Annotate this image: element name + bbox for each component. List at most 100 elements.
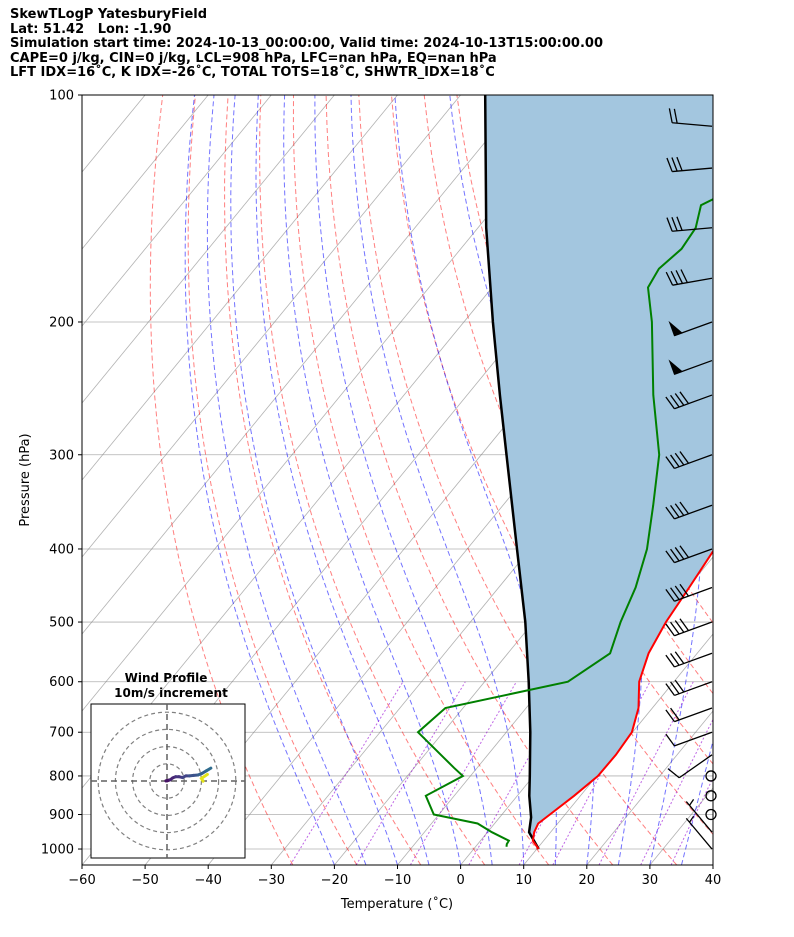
moist-adiabat-line xyxy=(394,95,557,865)
dry-adiabat-line xyxy=(718,95,794,865)
dry-adiabat-line xyxy=(292,95,550,865)
axes: −60 −50 −40 −30 −20 −10 0 10 20 30 40 100 200 300 400 5… xyxy=(41,89,721,889)
hodograph-title: Wind Profile xyxy=(125,671,208,685)
wind-barb-flag xyxy=(665,654,675,668)
y-tick-label: 1000 xyxy=(41,843,74,858)
wind-barb-flag xyxy=(674,620,685,633)
wind-barb-flag xyxy=(670,621,680,635)
moist-adiabat-line xyxy=(314,95,493,865)
moist-adiabat-line xyxy=(230,95,398,865)
wind-barb xyxy=(667,754,713,779)
wind-barb-flag xyxy=(665,456,675,469)
wind-barb-flag xyxy=(670,653,680,666)
wind-barb-staff xyxy=(685,801,713,833)
wind-barb-flag xyxy=(679,391,690,404)
x-tick-label: 40 xyxy=(705,873,722,888)
wind-barb-flag xyxy=(675,270,684,284)
wind-barb xyxy=(668,108,713,127)
calm-wind-circle xyxy=(705,770,717,782)
wind-barb-staff xyxy=(672,277,713,286)
moist-adiabat-line xyxy=(184,95,335,865)
wind-barb-staff xyxy=(685,817,713,850)
isotherm-line xyxy=(82,95,209,250)
wind-barb-flag xyxy=(665,589,675,602)
wind-barb-staff xyxy=(674,504,713,520)
wind-barb-flag xyxy=(665,550,675,564)
wind-barb-flag xyxy=(674,547,685,560)
y-tick-label: 400 xyxy=(49,542,74,557)
isotherm-line xyxy=(397,479,713,865)
isotherm-line xyxy=(82,95,83,96)
dry-adiabat-line xyxy=(259,95,486,865)
moist-adiabat-line xyxy=(206,95,367,865)
dry-adiabat-line xyxy=(224,95,422,865)
wind-barb-flag xyxy=(668,108,673,123)
isotherm-line xyxy=(82,95,272,327)
wind-barb-flag xyxy=(665,683,675,696)
isotherm-line xyxy=(82,95,461,558)
x-tick-label: −30 xyxy=(258,873,285,888)
wind-barb-flag xyxy=(670,548,680,562)
y-tick-label: 900 xyxy=(49,808,74,823)
mixing-ratio-line xyxy=(598,681,694,865)
wind-barb-staff xyxy=(674,731,713,747)
wind-barb-flag xyxy=(679,618,690,631)
wind-barb-flag xyxy=(679,451,690,464)
x-tick-label: −20 xyxy=(321,873,348,888)
wind-barb xyxy=(665,618,713,637)
wind-barb-flag xyxy=(674,585,685,599)
y-tick-label: 100 xyxy=(49,89,74,104)
x-tick-label: 10 xyxy=(515,873,532,888)
mixing-ratio-line xyxy=(289,681,404,865)
wind-barb-staff xyxy=(674,707,713,723)
temperature-line xyxy=(531,549,713,850)
chart-title-line3: Simulation start time: 2024-10-13_00:00:… xyxy=(10,36,603,52)
sounding-traces xyxy=(416,95,713,850)
wind-barb-staff xyxy=(678,754,713,779)
x-tick-label: 20 xyxy=(579,873,596,888)
x-tick-label: −60 xyxy=(68,873,95,888)
chart-header: SkewTLogP YatesburyField Lat: 51.42 Lon:… xyxy=(10,7,603,81)
chart-title-line5: LFT IDX=16˚C, K IDX=-26˚C, TOTAL TOTS=18… xyxy=(10,65,495,81)
wind-barb xyxy=(668,320,713,337)
dry-adiabat-line xyxy=(456,95,713,695)
moist-adiabat-line xyxy=(712,863,713,865)
wind-barb-flag xyxy=(670,681,680,695)
wind-barb-staff xyxy=(672,227,713,232)
chart-title-line1: SkewTLogP YatesburyField xyxy=(10,7,208,22)
y-tick-label: 800 xyxy=(49,769,74,784)
mixing-ratio-line xyxy=(355,681,466,865)
chart-title-line4: CAPE=0 j/kg, CIN=0 j/kg, LCL=908 hPa, LF… xyxy=(10,50,497,66)
wind-barb-flag xyxy=(670,454,680,468)
wind-barb xyxy=(665,583,713,602)
y-tick-label: 700 xyxy=(49,726,74,741)
y-axis-label: Pressure (hPa) xyxy=(18,433,33,526)
wind-barb xyxy=(665,679,713,697)
wind-barb-flag xyxy=(679,545,690,558)
moist-adiabat-line xyxy=(283,95,462,865)
hodograph-low-level-segment xyxy=(199,772,209,783)
cin-shaded-area xyxy=(485,95,713,849)
wind-barb-flag xyxy=(674,651,685,664)
parcel-profile-line xyxy=(483,95,540,850)
wind-barb xyxy=(685,799,713,833)
y-tick-label: 600 xyxy=(49,675,74,690)
wind-barb-flag xyxy=(670,394,680,408)
wind-barb-flag xyxy=(673,108,678,124)
wind-barb-staff xyxy=(674,586,713,602)
x-tick-label: 30 xyxy=(642,873,659,888)
moist-adiabat-line xyxy=(350,95,525,865)
calm-wind-circle xyxy=(705,790,717,802)
wind-barb xyxy=(665,391,713,410)
wind-barb-staff xyxy=(674,454,713,470)
moist-adiabat-line xyxy=(255,95,430,865)
wind-barb-staff xyxy=(672,167,713,173)
wind-barb-pennant xyxy=(668,359,683,375)
wind-barb-flag xyxy=(670,505,680,518)
wind-barb-flag xyxy=(670,707,680,721)
wind-barb xyxy=(665,651,713,668)
wind-barb-flag xyxy=(666,157,673,172)
dry-adiabat-line xyxy=(325,95,614,865)
x-tick-label: 0 xyxy=(456,873,464,888)
